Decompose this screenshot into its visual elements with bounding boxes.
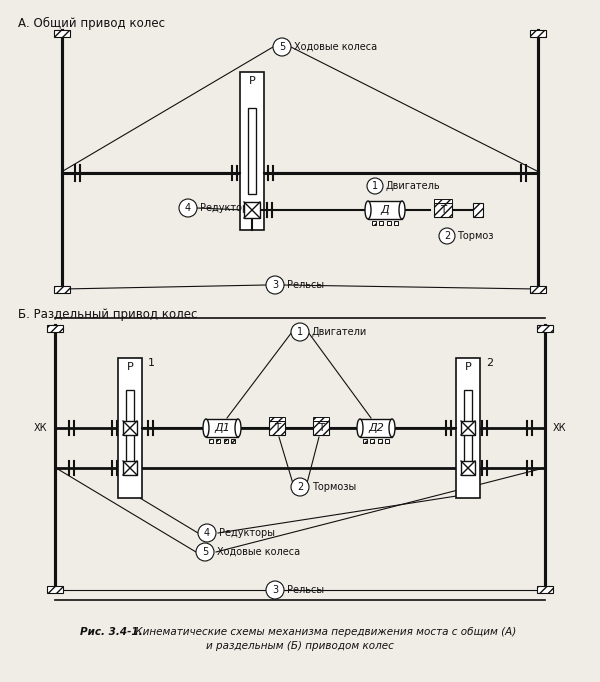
Bar	[240, 72, 264, 230]
Text: ХК: ХК	[553, 423, 566, 433]
Text: Т: Т	[274, 423, 280, 433]
Bar	[313, 421, 329, 435]
Bar	[473, 203, 483, 217]
Bar	[54, 286, 70, 293]
Text: Р: Р	[464, 362, 472, 372]
Text: 1: 1	[297, 327, 303, 337]
Circle shape	[179, 199, 197, 217]
Bar	[118, 358, 142, 498]
Text: Т: Т	[318, 423, 324, 433]
Bar	[269, 421, 285, 435]
Circle shape	[198, 524, 216, 542]
Text: 5: 5	[202, 547, 208, 557]
Bar	[537, 586, 553, 593]
Bar	[530, 30, 546, 37]
Text: Рис. 3.4-1.: Рис. 3.4-1.	[80, 627, 143, 637]
Text: Р: Р	[248, 76, 256, 86]
Bar	[370, 439, 374, 443]
Text: 1: 1	[148, 358, 155, 368]
Text: 2: 2	[444, 231, 450, 241]
Circle shape	[273, 38, 291, 56]
Text: Двигатели: Двигатели	[312, 327, 367, 337]
Bar	[537, 325, 553, 332]
Bar	[360, 419, 392, 437]
Text: и раздельным (Б) приводом колес: и раздельным (Б) приводом колес	[206, 641, 394, 651]
Bar	[385, 439, 389, 443]
Bar	[371, 221, 376, 225]
Bar	[530, 286, 546, 293]
Text: Ходовые колеса: Ходовые колеса	[217, 547, 300, 557]
Bar	[123, 421, 137, 435]
Text: Д2: Д2	[368, 423, 384, 433]
Bar	[434, 203, 452, 217]
Text: Редукторы: Редукторы	[219, 528, 275, 538]
Bar	[434, 199, 452, 203]
Ellipse shape	[399, 201, 405, 219]
Bar	[377, 439, 382, 443]
Circle shape	[367, 178, 383, 194]
Bar	[379, 221, 383, 225]
Bar	[209, 439, 214, 443]
Ellipse shape	[235, 419, 241, 437]
Circle shape	[439, 228, 455, 244]
Bar	[368, 201, 402, 219]
Text: 1: 1	[372, 181, 378, 191]
Bar	[224, 439, 227, 443]
Ellipse shape	[389, 419, 395, 437]
Text: 2: 2	[297, 482, 303, 492]
Text: Тормозы: Тормозы	[312, 482, 356, 492]
Text: Рельсы: Рельсы	[287, 280, 324, 290]
Text: Д: Д	[380, 205, 389, 215]
Bar	[464, 389, 472, 466]
Circle shape	[266, 581, 284, 599]
Bar	[217, 439, 220, 443]
Text: 3: 3	[272, 585, 278, 595]
Bar	[394, 221, 398, 225]
Circle shape	[291, 323, 309, 341]
Text: Р: Р	[127, 362, 133, 372]
Text: А. Общий привод колес: А. Общий привод колес	[18, 17, 165, 30]
Text: Кинематические схемы механизма передвижения моста с общим (А): Кинематические схемы механизма передвиже…	[132, 627, 516, 637]
Text: Б. Раздельный привод колес: Б. Раздельный привод колес	[18, 308, 197, 321]
Bar	[461, 421, 475, 435]
Text: Т: Т	[440, 205, 446, 215]
Text: 5: 5	[279, 42, 285, 52]
Bar	[456, 358, 480, 498]
Bar	[54, 30, 70, 37]
Bar	[387, 221, 391, 225]
Ellipse shape	[203, 419, 209, 437]
Text: ХК: ХК	[34, 423, 47, 433]
Circle shape	[291, 478, 309, 496]
Text: 4: 4	[185, 203, 191, 213]
Bar	[244, 202, 260, 218]
Ellipse shape	[365, 201, 371, 219]
Text: 4: 4	[204, 528, 210, 538]
Text: 2: 2	[486, 358, 493, 368]
Text: 3: 3	[272, 280, 278, 290]
Text: Рельсы: Рельсы	[287, 585, 324, 595]
Bar	[313, 417, 329, 421]
Text: Тормоз: Тормоз	[457, 231, 493, 241]
Bar	[461, 461, 475, 475]
Text: Ходовые колеса: Ходовые колеса	[294, 42, 377, 52]
Bar	[230, 439, 235, 443]
Text: Д1: Д1	[214, 423, 230, 433]
Text: Редуктор: Редуктор	[200, 203, 248, 213]
Bar	[248, 108, 256, 194]
Bar	[269, 417, 285, 421]
Bar	[206, 419, 238, 437]
Bar	[47, 586, 63, 593]
Bar	[364, 439, 367, 443]
Bar	[126, 389, 134, 466]
Circle shape	[266, 276, 284, 294]
Ellipse shape	[357, 419, 363, 437]
Bar	[123, 461, 137, 475]
Bar	[47, 325, 63, 332]
Text: Двигатель: Двигатель	[385, 181, 440, 191]
Circle shape	[196, 543, 214, 561]
